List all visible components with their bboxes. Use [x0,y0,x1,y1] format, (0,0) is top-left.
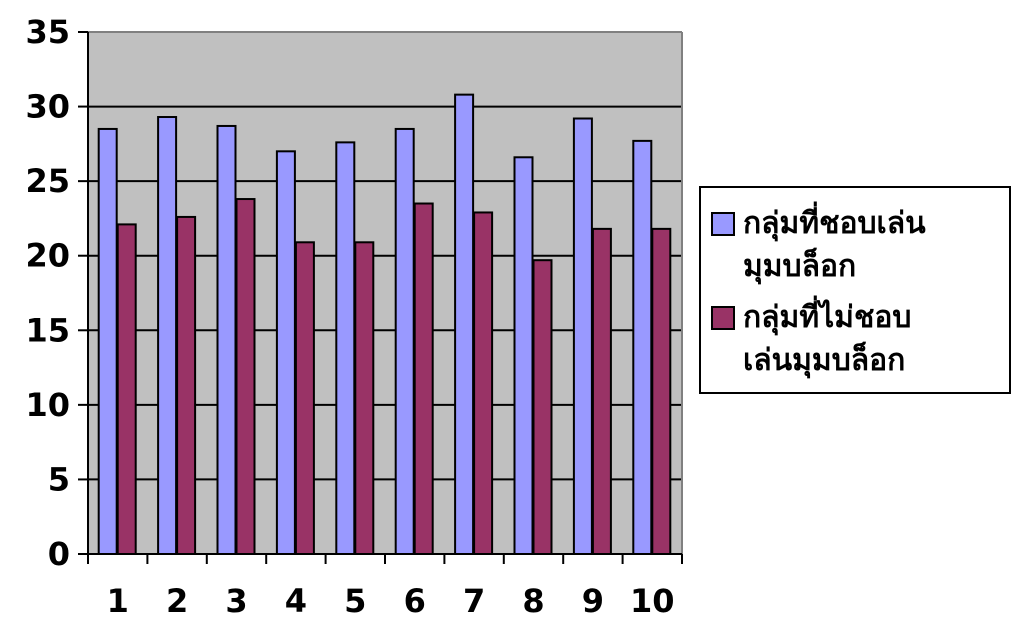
legend: กลุ่มที่ชอบเล่น มุมบล็อก กลุ่มที่ไม่ชอบ … [699,186,1011,394]
x-tick-label-2: 2 [166,582,188,620]
legend-swatch-series-1 [711,212,735,236]
legend-label-series-2: กลุ่มที่ไม่ชอบ เล่นมุมบล็อก [743,296,911,382]
bar-series1-4 [275,150,296,555]
x-tick-label-9: 9 [582,582,604,620]
legend-label-series-2-line1: กลุ่มที่ไม่ชอบ [743,300,912,335]
y-tick-label-0: 0 [48,535,70,573]
y-tick-label-25: 25 [25,162,70,200]
legend-label-series-1-line1: กลุ่มที่ชอบเล่น [743,206,926,241]
y-tick-label-5: 5 [48,460,70,498]
y-tick-label-10: 10 [25,386,70,424]
legend-label-series-2-line2: เล่นมุมบล็อก [743,343,906,378]
bar-series1-8 [513,156,534,555]
x-tick-label-1: 1 [107,582,129,620]
bar-series2-2 [176,215,197,556]
x-tick-label-6: 6 [404,582,426,620]
legend-label-series-1: กลุ่มที่ชอบเล่น มุมบล็อก [743,202,926,288]
axes-group [78,31,683,564]
y-tick-labels: 0 5 10 15 20 25 30 35 [25,13,70,573]
bar-series1-7 [454,93,475,555]
bar-series2-8 [532,259,553,555]
bar-series1-3 [216,124,237,556]
bar-series2-1 [116,223,137,555]
bar-series2-4 [294,241,315,555]
bar-series1-2 [157,116,178,556]
y-tick-label-30: 30 [25,88,70,126]
bars-group [97,93,672,556]
legend-item-series-2: กลุ่มที่ไม่ชอบ เล่นมุมบล็อก [711,296,1001,382]
bar-series2-7 [473,211,494,555]
x-tick-label-8: 8 [522,582,544,620]
y-tick-label-15: 15 [25,311,70,349]
y-tick-label-20: 20 [25,237,70,275]
legend-swatch-series-2 [711,306,735,330]
bar-series2-9 [591,227,612,556]
x-tick-label-7: 7 [463,582,485,620]
legend-label-series-1-line2: มุมบล็อก [743,249,857,284]
legend-item-series-1: กลุ่มที่ชอบเล่น มุมบล็อก [711,202,1001,288]
bar-series2-3 [235,198,256,555]
x-tick-labels: 1 2 3 4 5 6 7 8 9 10 [107,582,675,620]
x-tick-label-4: 4 [285,582,307,620]
x-tick-label-10: 10 [630,582,675,620]
bar-series1-6 [394,127,415,555]
bar-series2-5 [354,241,375,555]
bar-series1-5 [335,141,356,555]
x-tick-label-5: 5 [344,582,366,620]
bar-series1-1 [97,127,118,555]
x-tick-label-3: 3 [225,582,247,620]
y-tick-label-35: 35 [25,13,70,51]
bar-series2-10 [651,227,672,556]
bar-series1-9 [572,117,593,555]
bar-series1-10 [632,139,653,555]
bar-series2-6 [413,202,434,555]
